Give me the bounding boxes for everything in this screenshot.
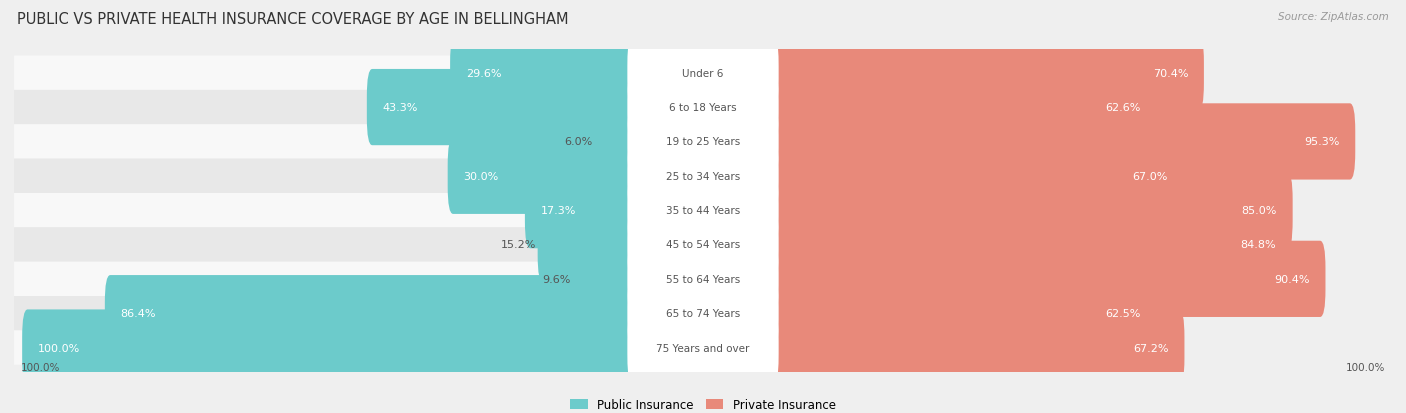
FancyBboxPatch shape [14,330,717,365]
FancyBboxPatch shape [627,26,779,121]
FancyBboxPatch shape [765,241,1326,317]
Text: 70.4%: 70.4% [1153,69,1188,78]
FancyBboxPatch shape [627,129,779,224]
FancyBboxPatch shape [593,104,641,180]
FancyBboxPatch shape [627,95,779,190]
Text: 86.4%: 86.4% [121,309,156,318]
Text: 29.6%: 29.6% [465,69,501,78]
FancyBboxPatch shape [14,159,717,194]
Text: 6 to 18 Years: 6 to 18 Years [669,103,737,113]
FancyBboxPatch shape [22,310,641,386]
Legend: Public Insurance, Private Insurance: Public Insurance, Private Insurance [571,398,835,411]
Text: 62.5%: 62.5% [1105,309,1140,318]
Text: 25 to 34 Years: 25 to 34 Years [666,171,740,181]
FancyBboxPatch shape [14,57,717,91]
FancyBboxPatch shape [105,275,641,351]
Text: 67.0%: 67.0% [1132,171,1168,181]
FancyBboxPatch shape [14,91,717,125]
Text: 35 to 44 Years: 35 to 44 Years [666,206,740,216]
Text: Under 6: Under 6 [682,69,724,78]
FancyBboxPatch shape [537,207,641,283]
FancyBboxPatch shape [14,262,717,296]
Text: 30.0%: 30.0% [463,171,499,181]
FancyBboxPatch shape [627,197,779,292]
FancyBboxPatch shape [627,163,779,258]
Text: 9.6%: 9.6% [541,274,571,284]
FancyBboxPatch shape [765,70,1157,146]
FancyBboxPatch shape [524,173,641,249]
Text: 45 to 54 Years: 45 to 54 Years [666,240,740,250]
Text: 95.3%: 95.3% [1305,137,1340,147]
Text: 90.4%: 90.4% [1274,274,1310,284]
FancyBboxPatch shape [765,36,1204,112]
FancyBboxPatch shape [450,36,641,112]
FancyBboxPatch shape [627,232,779,327]
Text: 62.6%: 62.6% [1105,103,1140,113]
FancyBboxPatch shape [627,300,779,395]
Text: 17.3%: 17.3% [540,206,576,216]
Text: 84.8%: 84.8% [1240,240,1275,250]
FancyBboxPatch shape [765,275,1156,351]
Text: 67.2%: 67.2% [1133,343,1168,353]
FancyBboxPatch shape [14,296,717,330]
FancyBboxPatch shape [765,138,1184,214]
Text: 19 to 25 Years: 19 to 25 Years [666,137,740,147]
FancyBboxPatch shape [572,241,641,317]
FancyBboxPatch shape [367,70,641,146]
FancyBboxPatch shape [627,60,779,155]
Text: 85.0%: 85.0% [1241,206,1277,216]
Text: 55 to 64 Years: 55 to 64 Years [666,274,740,284]
FancyBboxPatch shape [765,207,1292,283]
Text: 100.0%: 100.0% [21,363,60,373]
Text: 43.3%: 43.3% [382,103,418,113]
FancyBboxPatch shape [765,310,1184,386]
Text: 6.0%: 6.0% [564,137,592,147]
Text: 100.0%: 100.0% [38,343,80,353]
FancyBboxPatch shape [447,138,641,214]
Text: PUBLIC VS PRIVATE HEALTH INSURANCE COVERAGE BY AGE IN BELLINGHAM: PUBLIC VS PRIVATE HEALTH INSURANCE COVER… [17,12,568,27]
Text: Source: ZipAtlas.com: Source: ZipAtlas.com [1278,12,1389,22]
FancyBboxPatch shape [627,266,779,361]
Text: 75 Years and over: 75 Years and over [657,343,749,353]
FancyBboxPatch shape [765,104,1355,180]
FancyBboxPatch shape [14,125,717,159]
FancyBboxPatch shape [765,173,1292,249]
Text: 65 to 74 Years: 65 to 74 Years [666,309,740,318]
Text: 100.0%: 100.0% [1346,363,1385,373]
Text: 15.2%: 15.2% [501,240,536,250]
FancyBboxPatch shape [14,194,717,228]
FancyBboxPatch shape [14,228,717,262]
